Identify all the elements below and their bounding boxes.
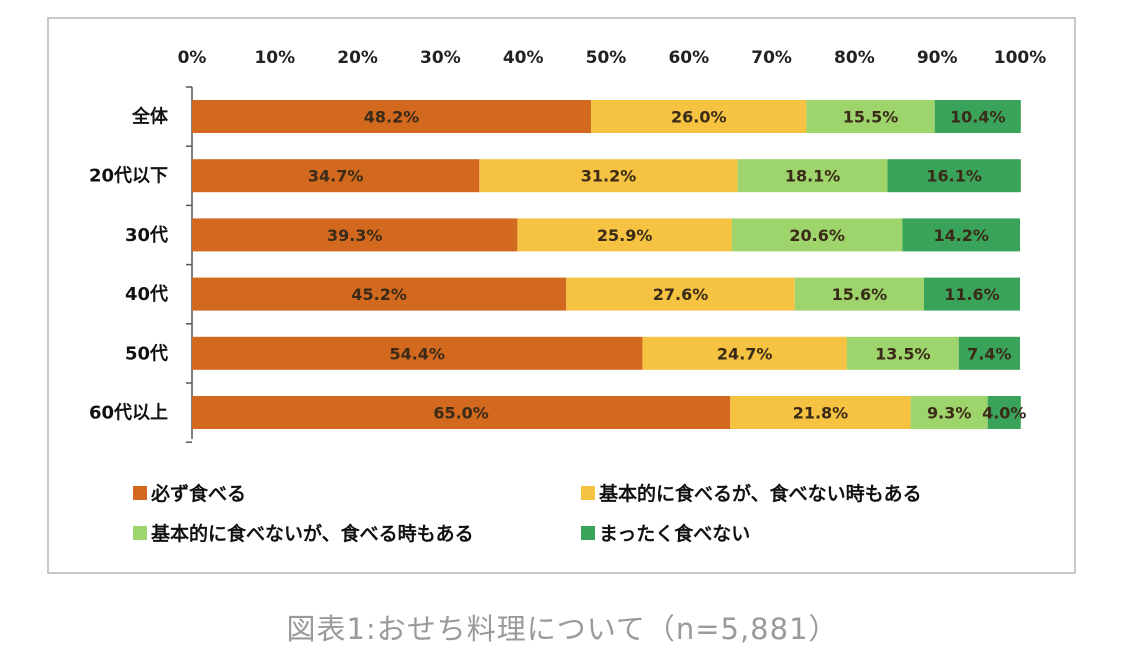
bar-segment xyxy=(794,277,924,311)
category-label: 40代 xyxy=(125,284,168,305)
bar-segment xyxy=(730,396,911,429)
bar-segment xyxy=(566,277,795,311)
data-label: 21.8% xyxy=(793,404,849,423)
legend-label-1: 必ず食べる xyxy=(151,483,247,505)
x-tick-label: 80% xyxy=(834,48,875,68)
data-label: 31.2% xyxy=(581,167,637,186)
category-label: 30代 xyxy=(125,225,168,246)
bar-segment xyxy=(934,100,1021,133)
data-label: 15.6% xyxy=(832,285,888,304)
bar-segment xyxy=(806,100,935,133)
bar-segment xyxy=(987,396,1021,429)
legend-label-3: 基本的に食べないが、食べる時もある xyxy=(151,523,474,545)
data-label: 10.4% xyxy=(950,108,1006,127)
x-tick-label: 100% xyxy=(994,48,1047,68)
bar-segment xyxy=(192,277,567,311)
data-label: 48.2% xyxy=(364,108,420,127)
stacked-bar-chart: 0% 10% 20% 30% 40% 50% 60% 70% 80% 90% 100% 全体 48.2%… xyxy=(89,48,1047,443)
legend-swatch-4 xyxy=(581,525,595,540)
data-label: 4.0% xyxy=(982,404,1026,423)
category-label: 50代 xyxy=(125,343,168,364)
legend-label-4: まったく食べない xyxy=(599,523,751,545)
x-tick-label: 90% xyxy=(917,48,958,68)
bar-segment xyxy=(517,218,732,252)
data-label: 65.0% xyxy=(433,404,489,423)
data-label: 11.6% xyxy=(944,285,1000,304)
data-label: 15.5% xyxy=(843,108,899,127)
data-label: 16.1% xyxy=(926,167,982,186)
legend-item-1: 必ず食べる xyxy=(133,479,246,506)
bar-segment xyxy=(642,336,847,370)
legend-swatch-1 xyxy=(133,485,147,500)
x-tick-label: 20% xyxy=(337,48,378,68)
x-tick-label: 40% xyxy=(503,48,544,68)
data-label: 39.3% xyxy=(327,226,383,245)
x-tick-label: 30% xyxy=(420,48,461,68)
bar-segment xyxy=(958,336,1020,370)
x-tick-label: 0% xyxy=(178,48,207,68)
bar-segment xyxy=(192,159,480,193)
data-label: 26.0% xyxy=(671,108,727,127)
category-label: 60代以上 xyxy=(89,403,168,424)
category-label: 全体 xyxy=(131,106,169,128)
bar-segment xyxy=(887,159,1021,193)
bar-segment xyxy=(902,218,1020,252)
legend-swatch-3 xyxy=(133,525,147,540)
data-label: 34.7% xyxy=(308,167,364,186)
bar-segment xyxy=(192,100,592,133)
data-label: 24.7% xyxy=(717,344,773,363)
bar-segment xyxy=(910,396,988,429)
x-tick-label: 50% xyxy=(586,48,627,68)
legend-item-4: まったく食べない xyxy=(581,519,750,546)
legend-swatch-2 xyxy=(581,485,595,500)
x-tick-label: 70% xyxy=(751,48,792,68)
data-label: 25.9% xyxy=(597,226,653,245)
data-label: 9.3% xyxy=(927,404,971,423)
data-label: 45.2% xyxy=(351,285,407,304)
x-tick-label: 60% xyxy=(668,48,709,68)
legend-label-2: 基本的に食べるが、食べない時もある xyxy=(599,483,922,505)
x-tick-label: 10% xyxy=(254,48,295,68)
bar-segment xyxy=(731,218,903,252)
bar-segment xyxy=(192,336,643,370)
bar-segment xyxy=(192,396,731,429)
data-label: 54.4% xyxy=(389,344,445,363)
data-label: 18.1% xyxy=(785,167,841,186)
figure-caption: 図表1:おせち料理について（n=5,881） xyxy=(286,612,839,646)
bar-segment xyxy=(737,159,888,193)
bar-segment xyxy=(846,336,959,370)
legend-item-3: 基本的に食べないが、食べる時もある xyxy=(133,519,474,546)
category-label: 20代以下 xyxy=(89,166,168,187)
bar-segment xyxy=(479,159,738,193)
legend-item-2: 基本的に食べるが、食べない時もある xyxy=(581,479,922,506)
bar-segment xyxy=(591,100,807,133)
bar-segment xyxy=(923,277,1020,311)
data-label: 7.4% xyxy=(967,344,1011,363)
data-label: 13.5% xyxy=(875,344,931,363)
data-label: 14.2% xyxy=(933,226,989,245)
chart-frame: 0% 10% 20% 30% 40% 50% 60% 70% 80% 90% 100% 全体 48.2%… xyxy=(47,17,1076,574)
data-label: 20.6% xyxy=(789,226,845,245)
data-label: 27.6% xyxy=(653,285,709,304)
bar-segment xyxy=(192,218,518,252)
